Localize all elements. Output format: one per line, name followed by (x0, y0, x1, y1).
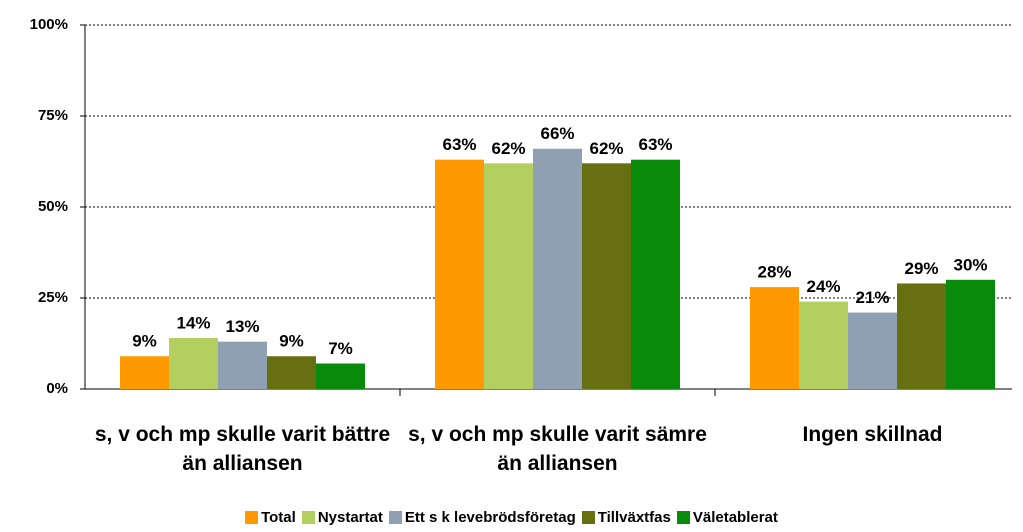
data-label: 21% (855, 288, 889, 307)
legend-label: Total (261, 509, 296, 526)
legend-swatch (388, 511, 402, 524)
x-tick-label: s, v och mp skulle varit sämre än allian… (408, 423, 707, 475)
data-label: 30% (953, 255, 987, 274)
data-label: 28% (757, 263, 791, 282)
bar (316, 363, 365, 389)
data-label: 62% (589, 139, 623, 158)
y-tick-label: 0% (46, 380, 68, 397)
legend-swatch (301, 511, 315, 524)
data-label: 7% (328, 339, 353, 358)
bar (267, 356, 316, 389)
data-label: 62% (491, 139, 525, 158)
legend-item: Väletablerat (676, 509, 778, 526)
bar (897, 283, 946, 389)
y-tick-label: 50% (38, 198, 68, 215)
y-tick-label: 25% (38, 289, 68, 306)
data-label: 63% (442, 135, 476, 154)
bar (533, 148, 582, 389)
data-label: 29% (904, 259, 938, 278)
x-tick-label: s, v och mp skulle varit bättre än allia… (94, 423, 391, 475)
bar (631, 159, 680, 389)
x-tick-label: Ingen skillnad (802, 423, 943, 446)
data-label: 24% (806, 277, 840, 296)
legend: Total Nystartat Ett s k levebrödsföretag Ti… (0, 509, 1023, 526)
legend-label: Tillväxtfas (597, 509, 671, 526)
legend-swatch (676, 511, 690, 524)
data-label: 66% (540, 124, 574, 143)
legend-item: Total (245, 509, 296, 526)
legend-item: Tillväxtfas (581, 509, 671, 526)
legend-item: Ett s k levebrödsföretag (388, 509, 576, 526)
legend-label: Nystartat (317, 509, 383, 526)
data-label: 63% (638, 135, 672, 154)
data-label: 14% (176, 314, 210, 333)
bar (120, 356, 169, 389)
bar (484, 163, 533, 389)
legend-item: Nystartat (301, 509, 383, 526)
bar (946, 279, 995, 389)
bar (435, 159, 484, 389)
legend-label: Väletablerat (692, 509, 778, 526)
bar (169, 338, 218, 389)
y-tick-label: 100% (30, 16, 68, 33)
data-label: 13% (225, 317, 259, 336)
bar (848, 312, 897, 389)
data-label: 9% (132, 332, 157, 351)
bar (218, 341, 267, 389)
legend-label: Ett s k levebrödsföretag (404, 509, 576, 526)
y-tick-label: 75% (38, 107, 68, 124)
bar (750, 287, 799, 389)
legend-swatch (245, 511, 259, 524)
data-label: 9% (279, 332, 304, 351)
legend-swatch (581, 511, 595, 524)
bar (799, 301, 848, 389)
bar (582, 163, 631, 389)
